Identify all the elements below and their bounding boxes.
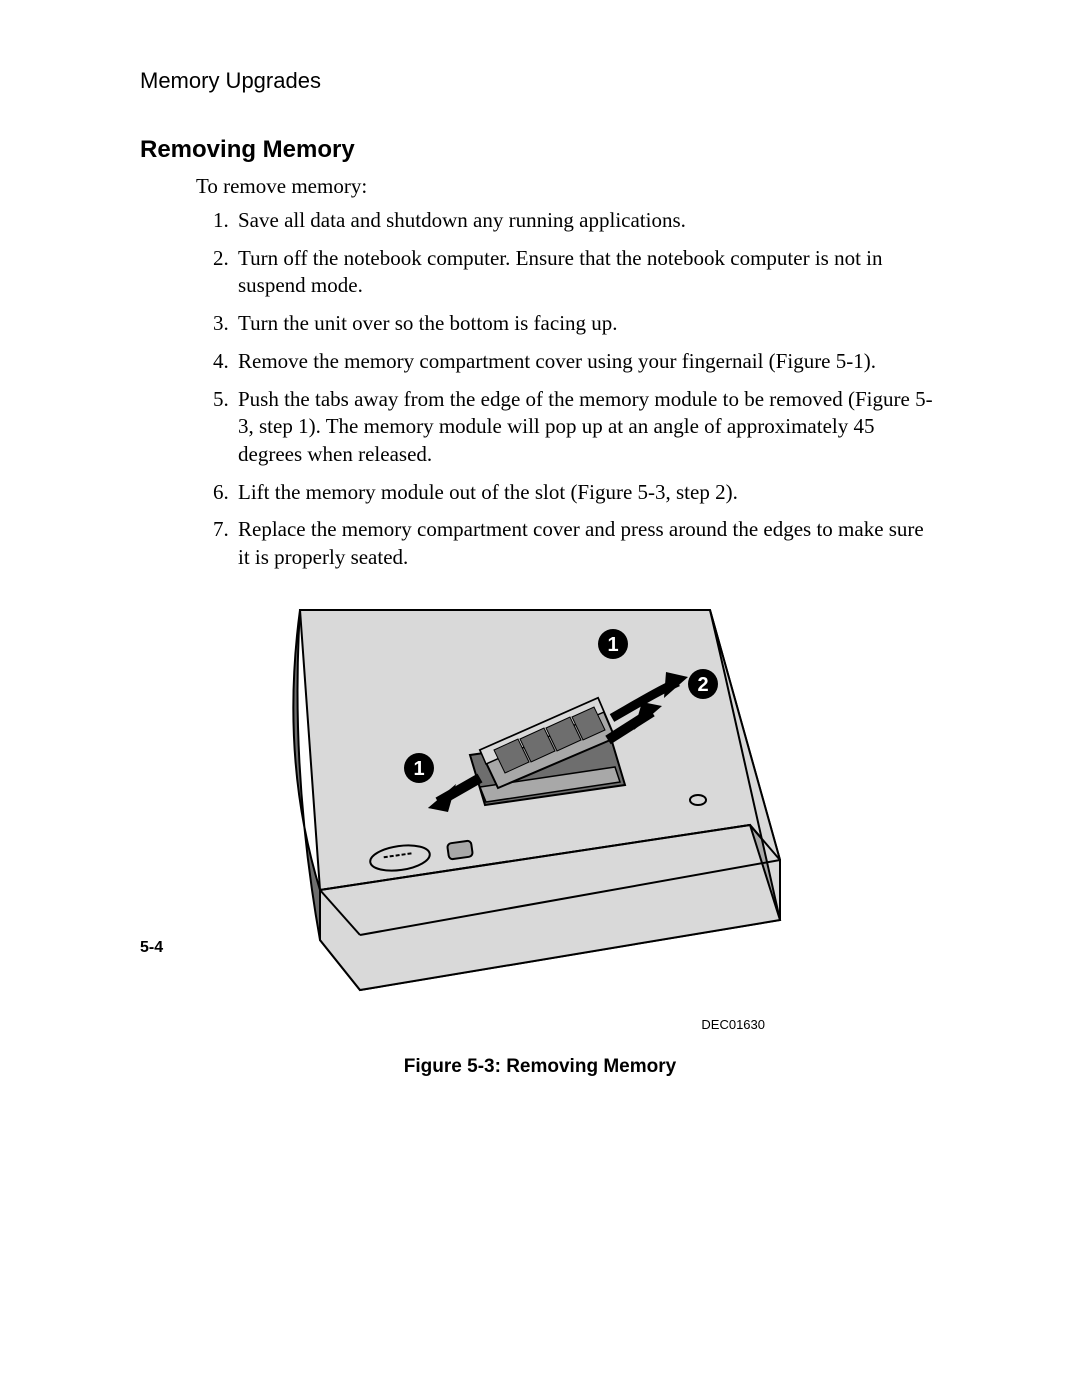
section-title: Removing Memory	[140, 136, 940, 164]
figure-illustration: 1 2 1	[280, 590, 800, 1010]
running-head: Memory Upgrades	[140, 68, 940, 94]
step-item: Turn the unit over so the bottom is faci…	[234, 310, 940, 338]
svg-text:1: 1	[607, 634, 618, 656]
step-item: Save all data and shutdown any running a…	[234, 207, 940, 235]
step-item: Lift the memory module out of the slot (…	[234, 479, 940, 507]
step-item: Turn off the notebook computer. Ensure t…	[234, 245, 940, 300]
steps-list: Save all data and shutdown any running a…	[196, 207, 940, 572]
document-page: Memory Upgrades Removing Memory To remov…	[0, 0, 1080, 1397]
callout-2: 2	[688, 669, 718, 699]
figure-caption: Figure 5-3: Removing Memory	[140, 1056, 940, 1078]
page-number: 5-4	[140, 939, 163, 957]
svg-text:2: 2	[697, 674, 708, 696]
intro-text: To remove memory:	[196, 174, 940, 199]
step-item: Remove the memory compartment cover usin…	[234, 348, 940, 376]
step-item: Push the tabs away from the edge of the …	[234, 386, 940, 469]
figure-image-code: DEC01630	[140, 1017, 765, 1032]
step-item: Replace the memory compartment cover and…	[234, 516, 940, 571]
svg-text:1: 1	[413, 758, 424, 780]
figure: 1 2 1 DEC01630 Figure 5-3: Removing Memo…	[140, 590, 940, 1078]
callout-1a: 1	[598, 629, 628, 659]
callout-1b: 1	[404, 753, 434, 783]
